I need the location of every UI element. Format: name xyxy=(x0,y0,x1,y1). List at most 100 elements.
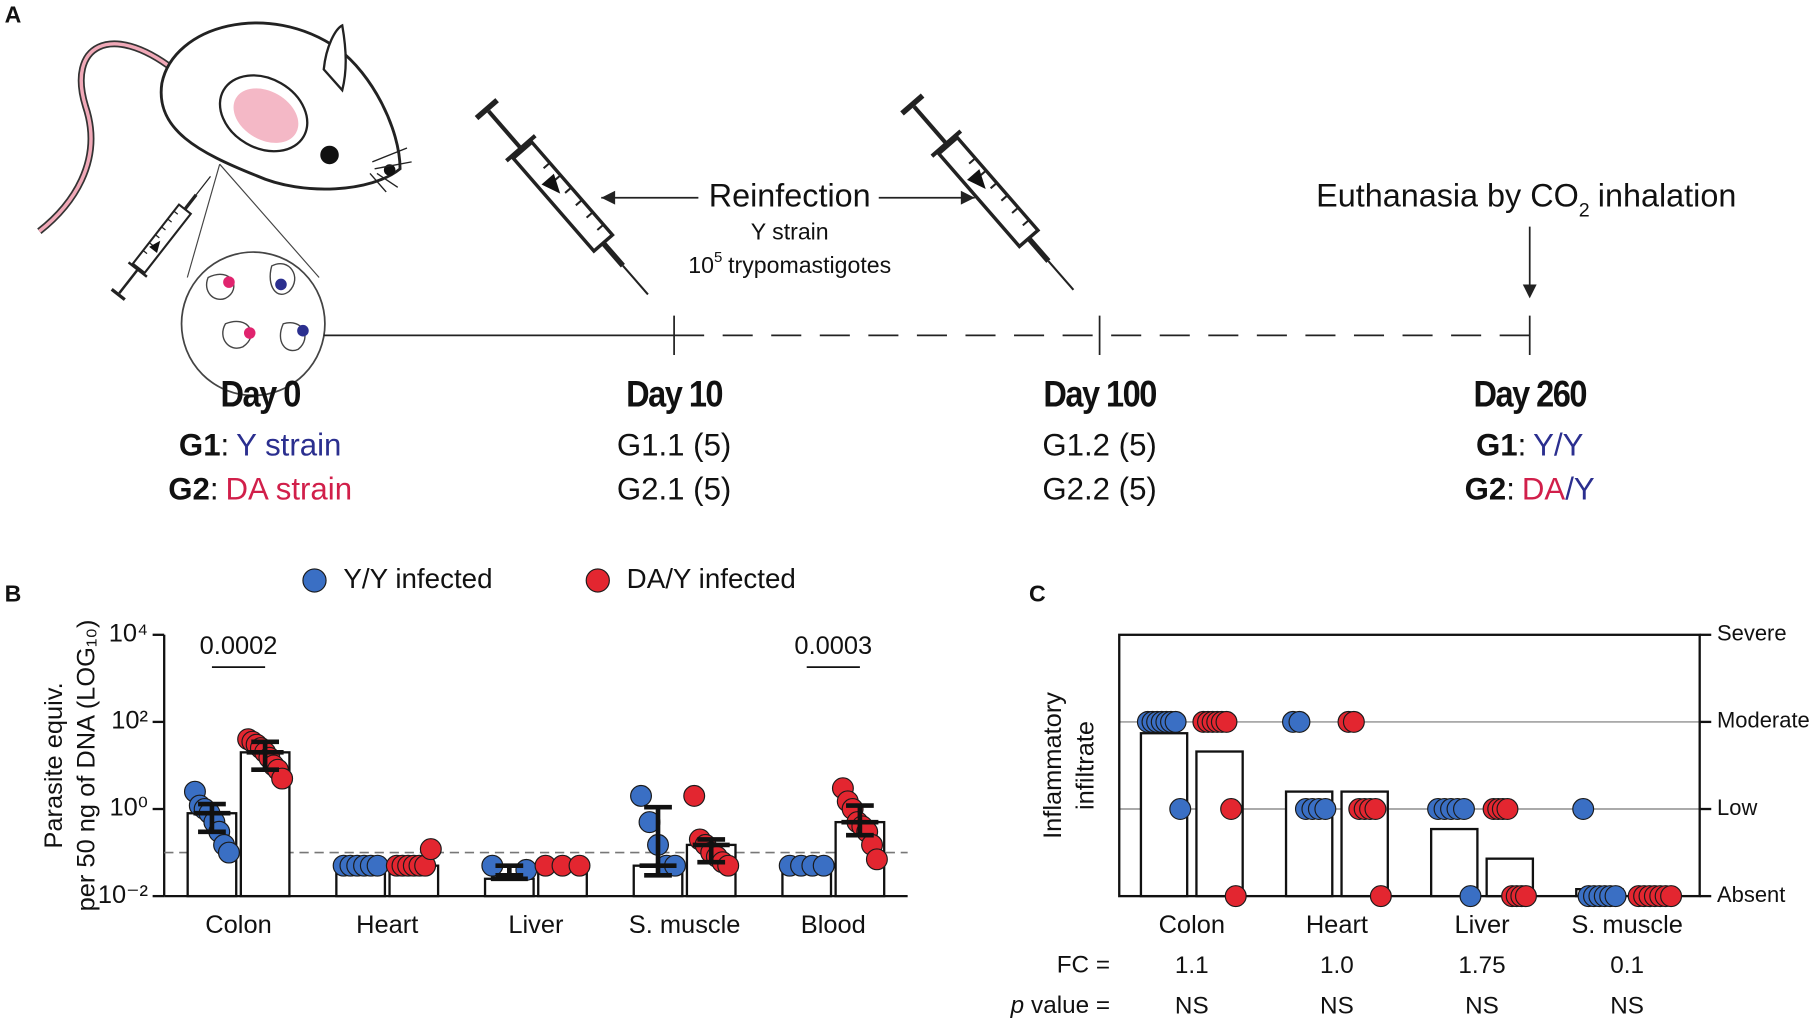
y-tick-label: Low xyxy=(1717,795,1757,820)
y-tick-label: 10⁰ xyxy=(110,794,148,822)
data-point xyxy=(865,848,888,871)
parasites xyxy=(206,263,306,352)
y-tick-label: Severe xyxy=(1717,621,1787,646)
data-point xyxy=(1164,710,1187,733)
bar xyxy=(1195,750,1244,898)
group-segment: G1.2 (5) xyxy=(1042,428,1156,463)
x-tick-label: Liver xyxy=(508,911,564,939)
mouse-whiskers xyxy=(369,147,412,193)
data-point xyxy=(630,784,653,807)
charts: B Parasite equiv. per 50 ng of DNA (LOG₁₀)… xyxy=(5,563,1810,1020)
reinfection-title: Reinfection xyxy=(709,177,871,213)
data-point xyxy=(1288,710,1311,733)
group-segment: G1 xyxy=(179,428,221,463)
day-label: Day 260 xyxy=(1474,373,1587,414)
bar xyxy=(483,877,535,898)
group-label: G2.1 (5) xyxy=(617,472,731,507)
y-tick-label: 10² xyxy=(111,707,148,735)
group-segment: : xyxy=(210,472,219,507)
group-label: G1.1 (5) xyxy=(617,428,731,463)
euthanasia-label: Euthanasia by CO2 inhalation xyxy=(1316,177,1736,222)
group-segment: Y/Y xyxy=(1533,428,1583,463)
data-point xyxy=(217,841,240,864)
data-point xyxy=(1496,798,1519,820)
data-point xyxy=(419,838,442,861)
panel-label: C xyxy=(1029,581,1046,607)
data-point xyxy=(1342,710,1365,733)
group-label: G2: DA/Y xyxy=(1465,472,1595,507)
syringe xyxy=(472,97,662,307)
row-value: 1.0 xyxy=(1320,952,1354,979)
data-point xyxy=(683,784,706,807)
group-segment: : xyxy=(221,428,230,463)
group-segment: DA strain xyxy=(225,472,352,507)
dose-exponent: 5 xyxy=(714,249,722,266)
data-point xyxy=(568,854,591,877)
group-segment: G2.2 (5) xyxy=(1042,472,1156,507)
row-label-text: value = xyxy=(1031,993,1110,1020)
row-value: NS xyxy=(1175,993,1209,1020)
group-segment: G1.1 (5) xyxy=(617,428,731,463)
row-label: p value = xyxy=(1010,993,1110,1020)
x-tick-label: Colon xyxy=(1159,911,1225,939)
data-point xyxy=(812,854,835,877)
mouse-tail xyxy=(37,40,176,234)
group-segment: Y strain xyxy=(236,428,341,463)
data-point xyxy=(1572,798,1595,820)
data-point xyxy=(1169,798,1192,820)
reinfection-dose: 105 trypomastigotes xyxy=(688,249,891,278)
mouse-eye xyxy=(320,145,339,165)
group-label: G2.2 (5) xyxy=(1042,472,1156,507)
x-tick-label: Heart xyxy=(1306,911,1368,939)
group-segment: DA xyxy=(1522,472,1566,507)
y-tick-label: 10⁻² xyxy=(98,881,148,909)
group-segment: : xyxy=(1506,472,1515,507)
row-value: NS xyxy=(1465,993,1499,1020)
p-value-annotation: 0.0002 xyxy=(200,632,278,660)
y-axis-label: Parasite equiv. xyxy=(40,682,68,848)
day-label: Day 100 xyxy=(1043,373,1156,414)
data-point xyxy=(1314,798,1337,820)
data-point xyxy=(1364,798,1387,820)
group-segment: G2.1 (5) xyxy=(617,472,731,507)
legend-label: Y/Y infected xyxy=(343,563,492,594)
data-point xyxy=(1660,885,1683,908)
x-tick-label: Liver xyxy=(1454,911,1510,939)
euthanasia-subscript: 2 xyxy=(1579,200,1590,222)
y-axis-label: infiltrate xyxy=(1072,721,1100,810)
legend-marker xyxy=(585,568,610,593)
data-point xyxy=(1604,885,1627,908)
group-segment: G2 xyxy=(1465,472,1507,507)
data-point xyxy=(1514,885,1537,908)
parasite-nucleus xyxy=(275,278,287,291)
mouse-illustration xyxy=(37,21,412,397)
dose-base: 10 xyxy=(688,252,714,278)
y-axis-label: Inflammatory xyxy=(1039,692,1067,839)
data-point xyxy=(1369,885,1392,908)
plot-frame xyxy=(1118,633,1701,898)
group-label: G1: Y/Y xyxy=(1476,428,1584,463)
row-value: NS xyxy=(1610,993,1644,1020)
data-point xyxy=(1459,885,1482,908)
mouse-ear-inner xyxy=(233,88,299,143)
data-point xyxy=(717,854,740,877)
arrowhead xyxy=(1522,284,1537,299)
group-label: G1.2 (5) xyxy=(1042,428,1156,463)
data-point xyxy=(1224,885,1247,908)
mouse-tail-fill xyxy=(38,42,175,233)
row-value: NS xyxy=(1320,993,1354,1020)
group-label: G2: DA strain xyxy=(168,472,352,507)
p-value-annotation: 0.0003 xyxy=(794,632,872,660)
euthanasia-suffix: inhalation xyxy=(1598,177,1737,213)
day-label: Day 10 xyxy=(626,373,722,414)
legend-marker xyxy=(302,568,327,593)
row-value: 0.1 xyxy=(1610,952,1644,979)
timeline-ticks xyxy=(673,315,1531,355)
group-segment: / xyxy=(1565,472,1574,507)
parasite-circle xyxy=(180,251,326,397)
data-point xyxy=(1220,798,1243,820)
legend-label: DA/Y infected xyxy=(627,563,796,594)
